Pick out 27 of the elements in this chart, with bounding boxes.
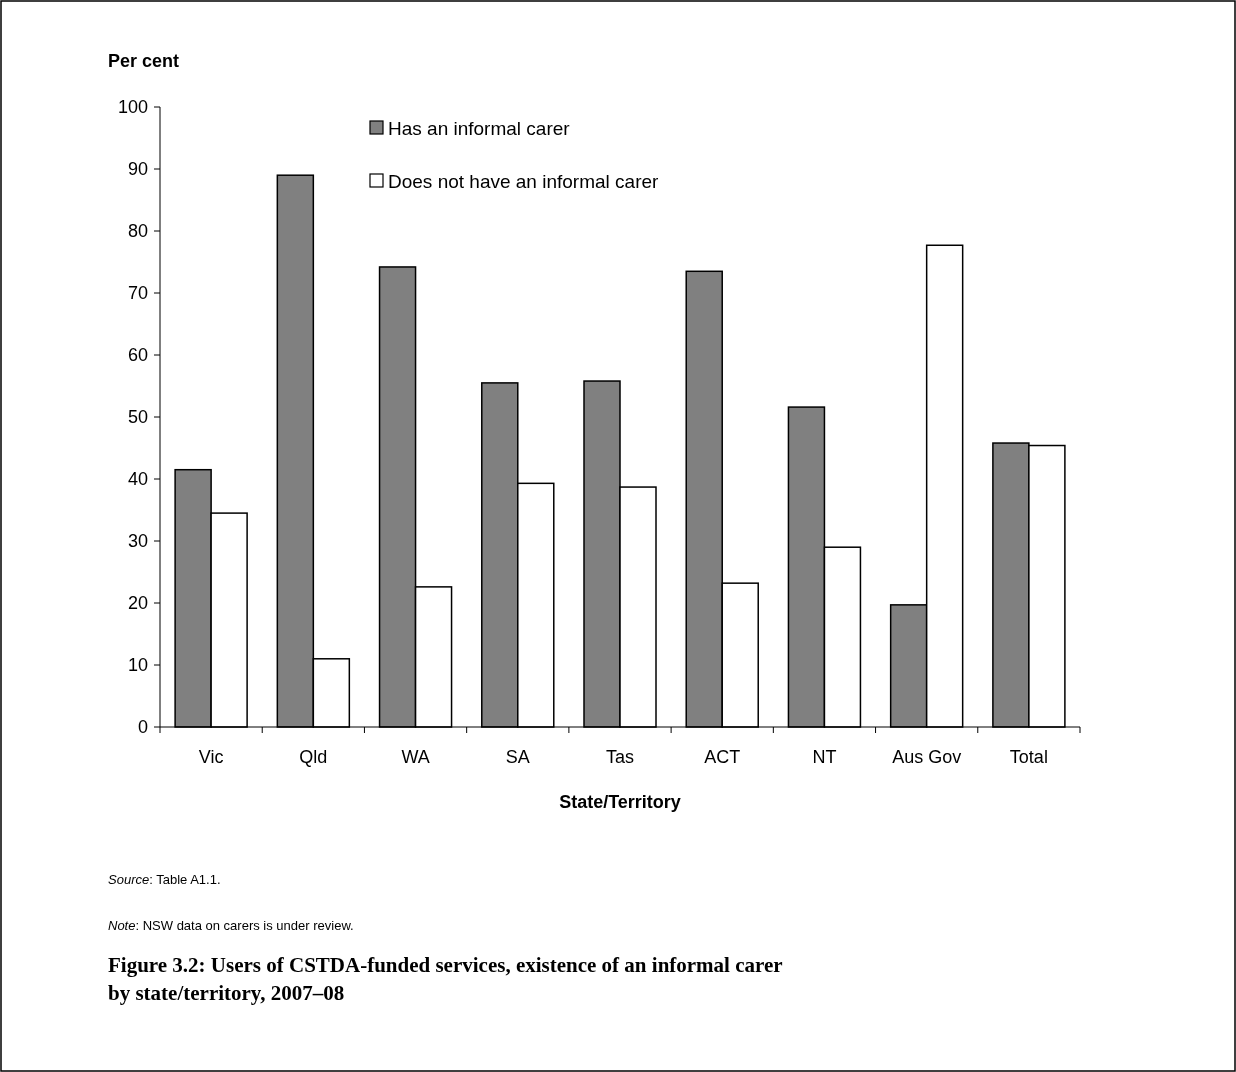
x-tick-label: ACT: [704, 747, 741, 767]
x-tick-label: Total: [1009, 747, 1048, 767]
x-tick-label: Tas: [605, 747, 635, 767]
y-tick-label: 0: [137, 717, 148, 738]
y-tick-label: 90: [127, 159, 148, 180]
y-tick-label: 100: [117, 97, 148, 118]
legend-label: Has an informal carer: [388, 117, 571, 139]
y-tick-label: 10: [127, 655, 148, 676]
x-tick-label: WA: [401, 747, 430, 767]
y-tick-label: 40: [127, 469, 148, 490]
x-tick-label: Aus Gov: [892, 747, 962, 767]
x-tick-label: NT: [812, 747, 837, 767]
y-tick-label: 30: [127, 531, 148, 552]
y-tick-label: 20: [127, 593, 148, 614]
text: Note: NSW data on carers is under review.: [108, 918, 354, 933]
y-tick-label: 50: [127, 407, 148, 428]
y-tick-label: 60: [127, 345, 148, 366]
x-tick-label: SA: [505, 747, 530, 767]
source-note: Source: Table A1.1.: [108, 872, 221, 887]
x-axis-title: State/Territory: [559, 792, 681, 812]
x-tick-label: Qld: [299, 747, 328, 767]
x-tick-label: Vic: [198, 747, 224, 767]
legend-label: Does not have an informal carer: [388, 170, 660, 192]
y-tick-label: 70: [127, 283, 148, 304]
text: Figure 3.2: Users of CSTDA-funded services, existence of an informal carer by state/territory, 2007–08: [108, 953, 783, 1005]
y-axis-title: Per cent: [108, 51, 180, 71]
y-tick-label: 80: [127, 221, 148, 242]
